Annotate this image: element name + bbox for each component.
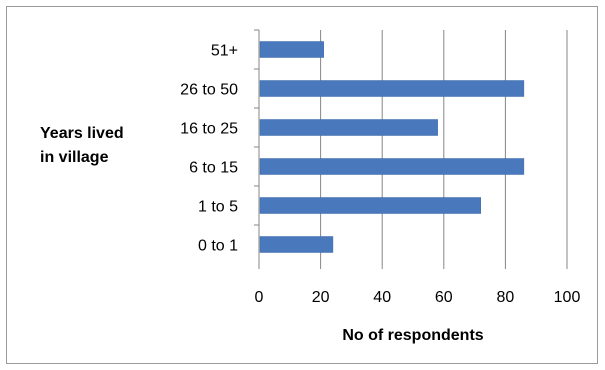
- x-tick-label-40: 40: [373, 289, 391, 306]
- gridlines: [258, 30, 568, 269]
- bar-16-to-25: [259, 119, 438, 136]
- bar-1-to-5: [259, 197, 482, 214]
- chart-frame: [6, 6, 598, 364]
- y-tick-label-6-to-15: 6 to 15: [189, 160, 238, 177]
- y-tick-label-16-to-25: 16 to 25: [180, 121, 238, 138]
- y-tick-label-0-to-1: 0 to 1: [198, 238, 238, 255]
- y-axis-title: Years lived in village: [40, 125, 128, 166]
- bar-6-to-15: [259, 158, 525, 175]
- y-axis-title-line-2: in village: [40, 149, 109, 166]
- y-tick-labels: 0 to 1 1 to 5 6 to 15 16 to 25 26 to 50 51+: [180, 43, 238, 255]
- y-tick-label-1-to-5: 1 to 5: [198, 199, 238, 216]
- y-tick-label-51-: 51+: [211, 43, 238, 60]
- x-tick-labels: 0 20 40 60 80 100: [255, 289, 581, 306]
- bar-51-: [259, 41, 324, 58]
- x-tick-label-80: 80: [497, 289, 515, 306]
- x-tick-label-20: 20: [312, 289, 330, 306]
- bars: [254, 29, 525, 253]
- x-tick-label-0: 0: [255, 289, 264, 306]
- bar-26-to-50: [259, 80, 525, 97]
- y-tick-label-26-to-50: 26 to 50: [180, 82, 238, 99]
- y-axis-title-line-1: Years lived: [40, 125, 124, 142]
- x-tick-label-60: 60: [435, 289, 453, 306]
- x-axis-title: No of respondents: [342, 327, 483, 344]
- bar-0-to-1: [259, 236, 334, 253]
- x-tick-label-100: 100: [554, 289, 581, 306]
